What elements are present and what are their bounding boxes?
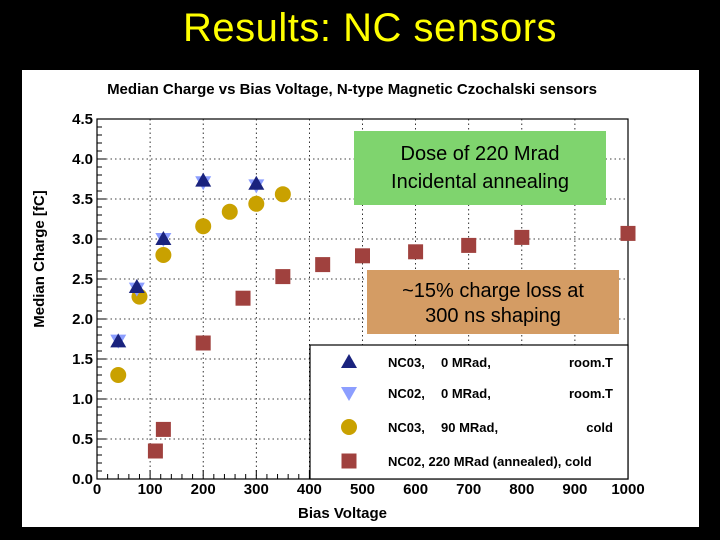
x-tick-label: 500 xyxy=(350,481,375,498)
data-point-square xyxy=(355,248,370,264)
legend-label: NC02, xyxy=(388,386,425,401)
y-tick-label: 2.0 xyxy=(72,311,93,328)
data-point-square xyxy=(408,244,424,260)
data-point-square xyxy=(235,290,251,306)
y-tick-label: 3.5 xyxy=(72,191,93,208)
y-tick-labels: 0.0 0.5 1.0 1.5 2.0 2.5 3.0 3.5 4.0 4.5 xyxy=(72,111,93,488)
data-point-circle xyxy=(110,367,127,383)
data-point-circle xyxy=(274,186,291,203)
x-tick-label: 600 xyxy=(403,481,428,498)
annotation-text-dose: Dose of 220 Mrad xyxy=(401,143,560,165)
series-triangle-up xyxy=(110,172,265,348)
legend-label: cold xyxy=(586,420,613,435)
x-tick-label: 700 xyxy=(456,481,481,498)
legend-label: room.T xyxy=(569,386,613,401)
legend-marker-triangle-up xyxy=(341,354,357,368)
x-tick-label: 900 xyxy=(562,481,587,498)
data-point-triangle-up xyxy=(128,279,145,293)
legend-label: 90 MRad, xyxy=(441,420,498,435)
annotation-text-charge-loss: 300 ns shaping xyxy=(425,305,561,327)
y-tick-label: 1.0 xyxy=(72,391,93,408)
data-point-square xyxy=(620,225,636,241)
annotations: Dose of 220 Mrad Incidental annealing ~15%… xyxy=(354,131,619,334)
y-tick-label: 0.0 xyxy=(72,471,93,488)
data-point-triangle-up xyxy=(155,231,172,245)
legend-label: NC03, xyxy=(388,420,425,435)
annotation-text-dose: Incidental annealing xyxy=(391,171,569,193)
legend-marker-square xyxy=(341,453,357,469)
data-point-triangle-up xyxy=(110,333,127,348)
data-point-square xyxy=(275,269,291,285)
annotation-box-dose xyxy=(354,131,606,205)
series-square xyxy=(147,225,636,459)
chart-title: Median Charge vs Bias Voltage, N-type Ma… xyxy=(107,81,597,98)
data-point-circle xyxy=(155,247,172,263)
data-point-triangle-up xyxy=(248,175,265,190)
data-point-circle xyxy=(195,218,212,235)
y-tick-label: 4.0 xyxy=(72,151,93,168)
data-point-square xyxy=(155,421,171,437)
data-point-circle xyxy=(248,195,265,212)
annotation-box-charge-loss xyxy=(367,270,619,334)
x-tick-label: 0 xyxy=(93,481,101,498)
x-tick-label: 800 xyxy=(509,481,534,498)
x-tick-label: 1000 xyxy=(611,481,644,498)
data-point-square xyxy=(315,257,331,273)
y-tick-label: 0.5 xyxy=(72,431,93,448)
x-tick-label: 200 xyxy=(191,481,216,498)
data-point-square xyxy=(461,237,477,253)
y-axis-title: Median Charge [fC] xyxy=(31,190,48,328)
legend-label: NC02, 220 MRad (annealed), cold xyxy=(388,454,592,469)
data-point-square xyxy=(514,229,530,245)
data-points xyxy=(110,172,636,459)
annotation-text-charge-loss: ~15% charge loss at xyxy=(402,280,584,302)
x-tick-labels: 0 100 200 300 400 500 600 700 800 900 1000 xyxy=(93,481,645,498)
data-point-circle xyxy=(221,203,238,220)
legend-label: 0 MRad, xyxy=(441,355,491,370)
legend: NC03, 0 MRad, room.T NC02, 0 MRad, room.T NC03… xyxy=(309,344,629,480)
legend-marker-triangle-down xyxy=(341,387,357,401)
y-tick-label: 4.5 xyxy=(72,111,93,128)
data-point-triangle-up xyxy=(195,172,212,187)
legend-label: 0 MRad, xyxy=(441,386,491,401)
data-point-square xyxy=(195,335,211,351)
y-tick-label: 3.0 xyxy=(72,231,93,248)
slide-title: Results: NC sensors xyxy=(182,6,558,50)
x-tick-label: 400 xyxy=(297,481,322,498)
data-point-square xyxy=(147,443,163,459)
x-axis-title: Bias Voltage xyxy=(298,505,387,522)
chart: Median Charge vs Bias Voltage, N-type Ma… xyxy=(22,70,699,527)
legend-box xyxy=(309,344,629,480)
y-tick-label: 2.5 xyxy=(72,271,93,288)
legend-label: room.T xyxy=(569,355,613,370)
legend-marker-circle xyxy=(341,419,357,435)
legend-label: NC03, xyxy=(388,355,425,370)
y-tick-label: 1.5 xyxy=(72,351,93,368)
x-tick-label: 100 xyxy=(138,481,163,498)
x-tick-label: 300 xyxy=(244,481,269,498)
